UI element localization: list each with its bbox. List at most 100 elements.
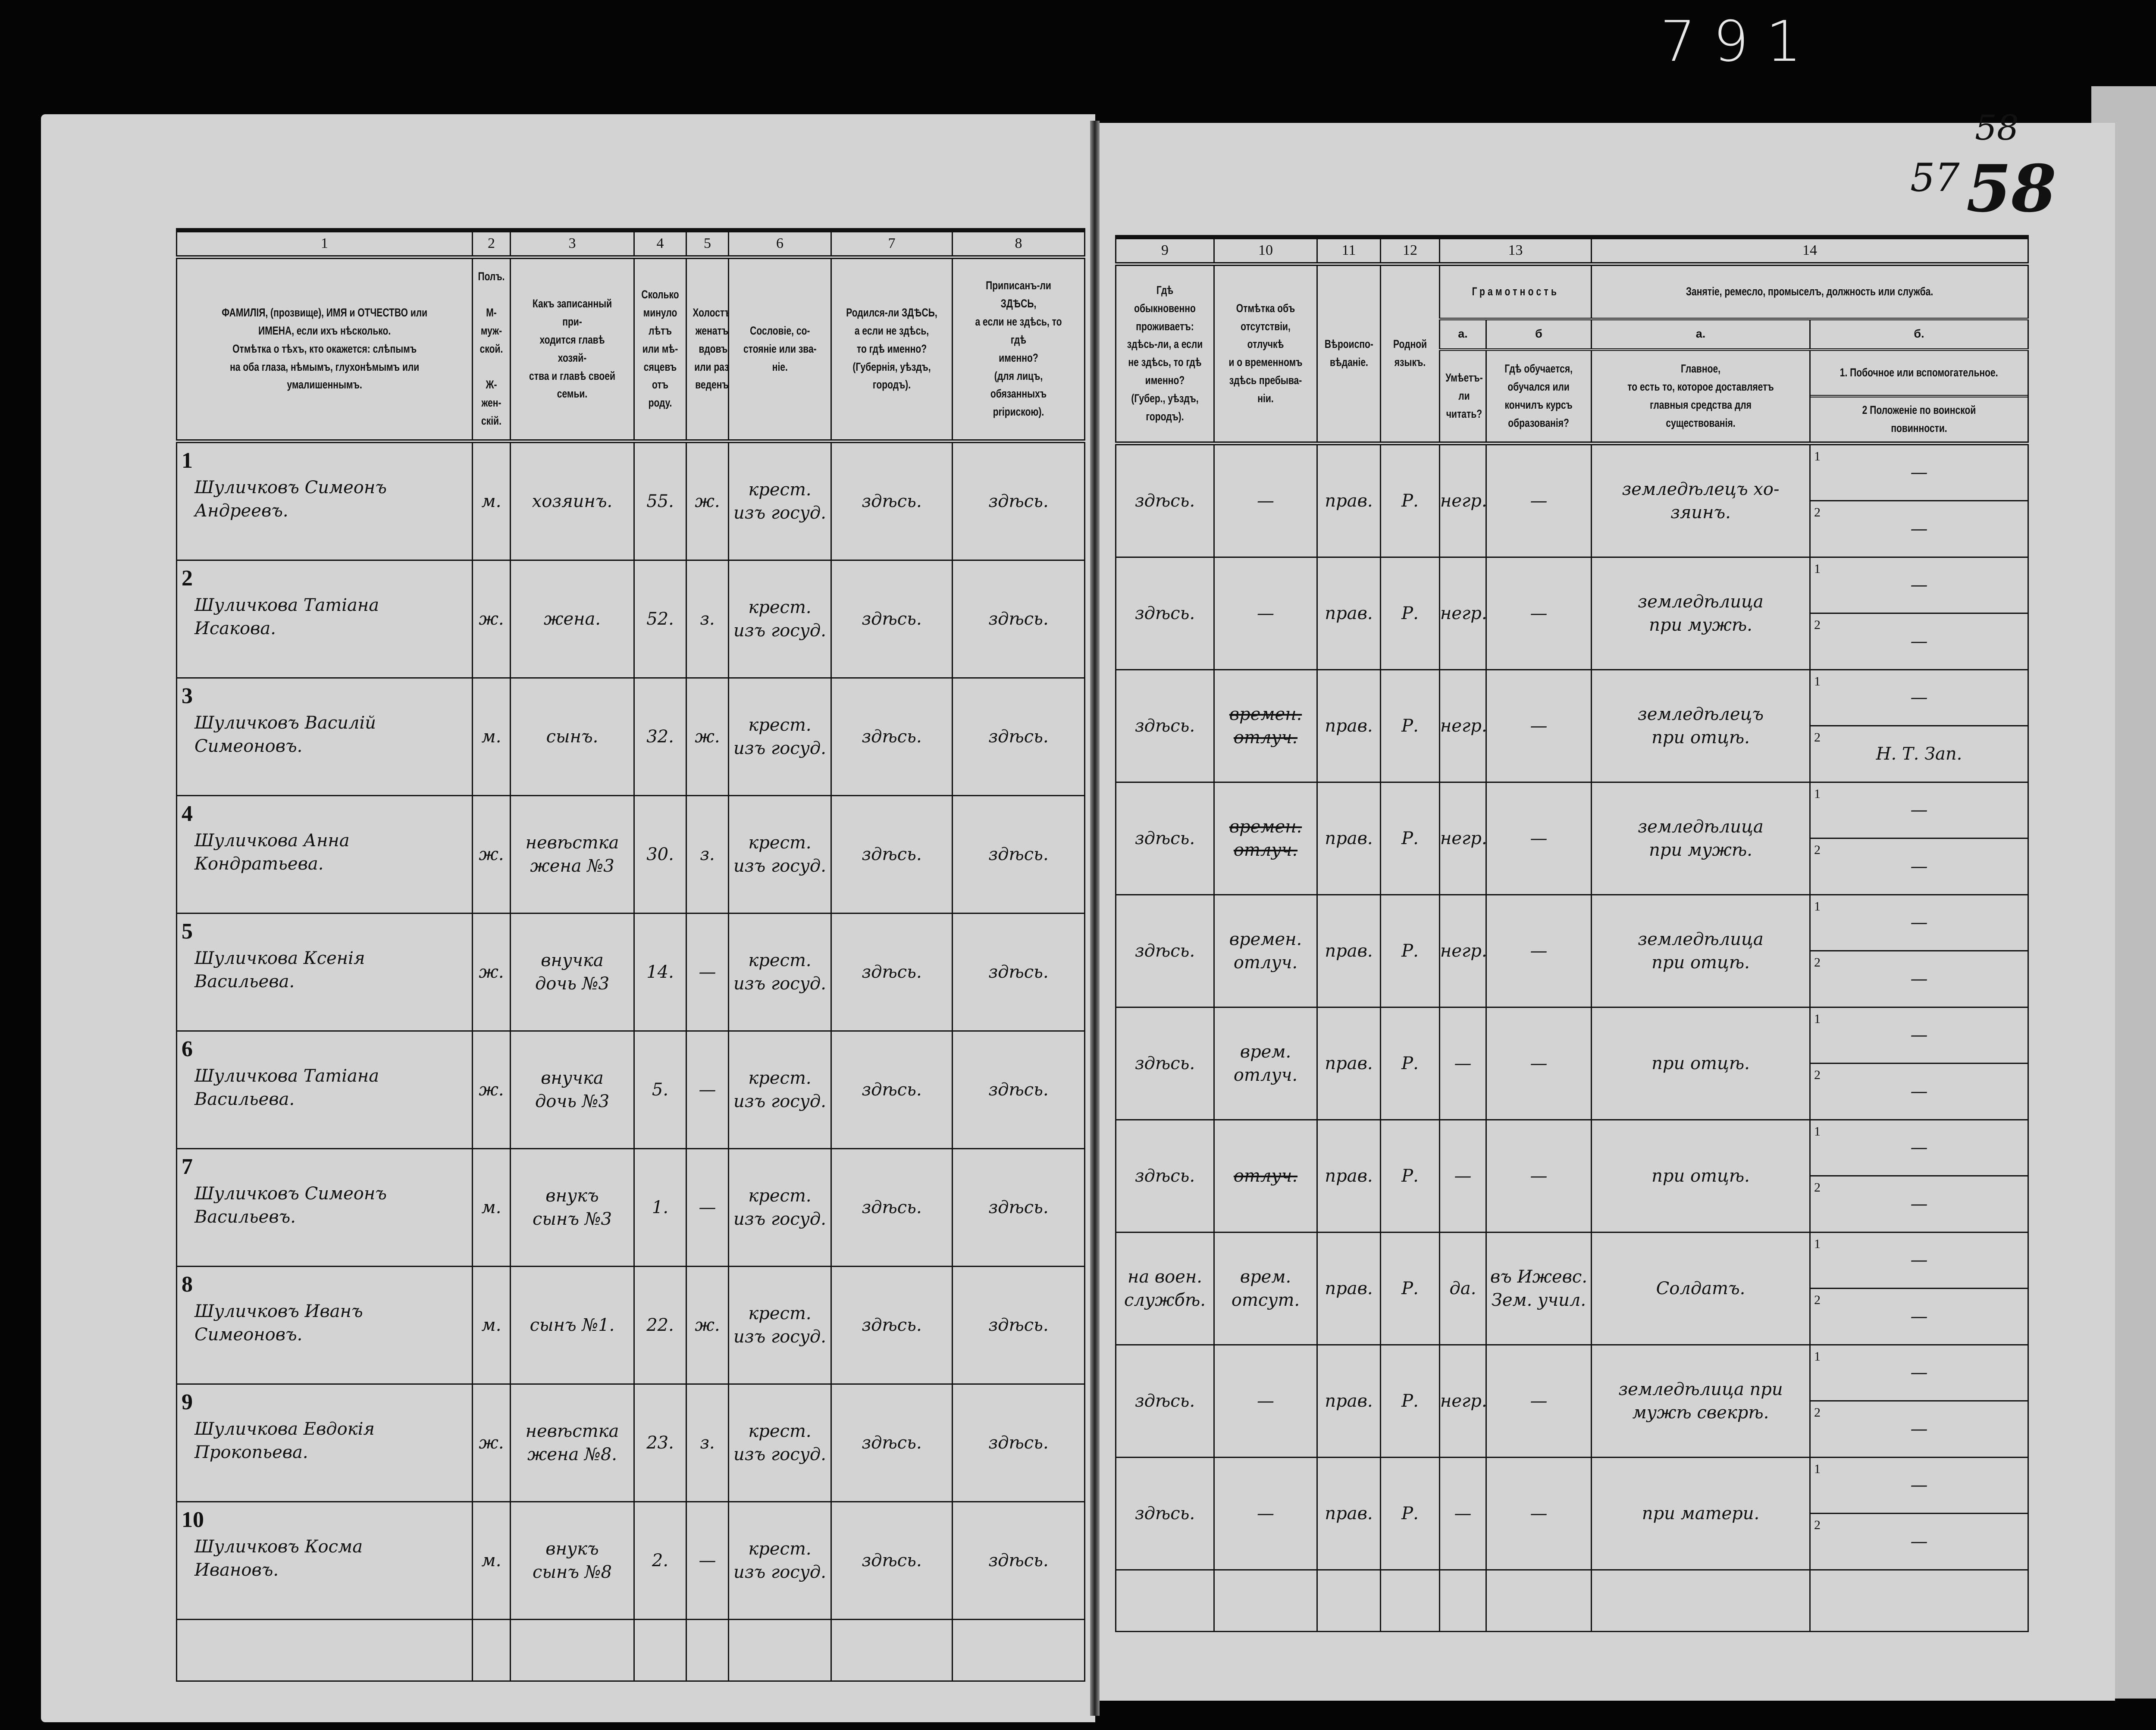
sub-label: 2	[1814, 1180, 1821, 1195]
cell-marital: —	[686, 1148, 729, 1267]
header-14a-label: а.	[1591, 318, 1811, 351]
cell-religion: прав.	[1316, 894, 1381, 1008]
sub-cell-military: 2—	[1811, 839, 2027, 893]
blank-cell	[1439, 1569, 1487, 1632]
header-birthplace: Родился-ли ЗДѢСЬ, а если не здѣсь, то гд…	[830, 256, 953, 443]
cell-age: 32.	[633, 677, 687, 796]
cell-name: 8 Шуличковъ Иванъ Симеоновъ.	[176, 1265, 473, 1385]
cell-born: здѣсь.	[830, 795, 953, 914]
sub-label: 1	[1814, 1349, 1821, 1364]
cell-occupation: земледѣлица при отцѣ.	[1591, 894, 1811, 1008]
header-can-read: Умѣетъ- ли читать?	[1439, 349, 1487, 445]
cell-language: Р.	[1380, 894, 1440, 1008]
cell-name: 6 Шуличкова Татіана Васильева.	[176, 1030, 473, 1149]
sub-cell-military: 2—	[1811, 501, 2027, 556]
col-num-13: 13	[1439, 236, 1592, 266]
table-row: 7 Шуличковъ Симеонъ Васильевъ. м. внукъ сын…	[176, 1148, 1085, 1267]
cell-resides: здѣсь.	[1115, 894, 1215, 1008]
col-num-14: 14	[1591, 236, 2029, 266]
cell-estate: крест. изъ госуд.	[728, 440, 832, 561]
cell-occupation: при отцѣ.	[1591, 1119, 1811, 1233]
table-row: 10 Шуличковъ Косма Ивановъ. м. внукъ сынъ №…	[176, 1501, 1085, 1620]
col-num-8: 8	[952, 229, 1085, 259]
header-estate: Сословіе, со- стояніе или зва- ніе.	[728, 256, 832, 443]
header-religion: Вѣроиспо- вѣданіе.	[1316, 263, 1381, 445]
blank-cell	[728, 1618, 832, 1682]
header-marital: Холостъ, женатъ, вдовъ или раз- веденъ.	[686, 256, 729, 443]
table-row: здѣсь. — прав. Р. негр. — земледѣлица при мужѣ…	[1115, 556, 2029, 670]
cell-sex: м.	[472, 677, 511, 796]
blank-cell	[472, 1618, 511, 1682]
cell-school: —	[1485, 1006, 1592, 1120]
cell-relation: невѣстка жена №3	[510, 795, 635, 914]
cell-side-occupation-military: 1—2—	[1809, 1006, 2029, 1120]
table-row: здѣсь. — прав. Р. негр. — земледѣлецъ хо- зяин…	[1115, 442, 2029, 558]
sub-cell-military: 2—	[1811, 1176, 2027, 1231]
header-relation: Какъ записанный при- ходится главѣ хозяй…	[510, 256, 635, 443]
sub-value-side: —	[1910, 575, 1928, 595]
sub-value-side: —	[1910, 1363, 1928, 1383]
table-row: 6 Шуличкова Татіана Васильева. ж. внучка до…	[176, 1030, 1085, 1149]
header-school: Гдѣ обучается, обучался или кончилъ курс…	[1485, 349, 1592, 445]
header-sex-text: Полъ. М-муж- ской. Ж-жен- скій.	[478, 270, 505, 428]
cell-resides: здѣсь.	[1115, 556, 1215, 670]
header-estate-text: Сословіе, со- стояніе или зва- ніе.	[743, 324, 817, 373]
person-name: Шуличкова Анна Кондратьева.	[194, 830, 350, 874]
cell-age: 22.	[633, 1265, 687, 1385]
cell-relation: внукъ сынъ №8	[510, 1501, 635, 1620]
header-registration-text: Приписанъ-ли ЗДѢСЬ, а если не здѣсь, то …	[975, 279, 1062, 419]
cell-born: здѣсь.	[830, 440, 953, 561]
sub-cell-side: 1—	[1811, 558, 2027, 614]
cell-born: здѣсь.	[830, 1030, 953, 1149]
header-literacy: Грамотность	[1439, 263, 1592, 320]
cell-name: 3 Шуличковъ Василій Симеоновъ.	[176, 677, 473, 796]
cell-side-occupation-military: 1—2—	[1809, 556, 2029, 670]
cell-absence: времен. отлуч.	[1213, 894, 1318, 1008]
col-num-7: 7	[830, 229, 953, 259]
sub-cell-side: 1—	[1811, 1458, 2027, 1514]
cell-side-occupation-military: 1—2—	[1809, 442, 2029, 558]
cell-resides: здѣсь.	[1115, 1344, 1215, 1458]
col-num-12: 12	[1380, 236, 1440, 266]
sub-cell-side: 1—	[1811, 671, 2027, 727]
cell-occupation: земледѣлица при мужѣ.	[1591, 781, 1811, 895]
table-row: 8 Шуличковъ Иванъ Симеоновъ. м. сынъ №1. 22.…	[176, 1265, 1085, 1385]
cell-resides: здѣсь.	[1115, 781, 1215, 895]
cell-age: 1.	[633, 1148, 687, 1267]
cell-absence: врем. отлуч.	[1213, 1006, 1318, 1120]
cell-age: 5.	[633, 1030, 687, 1149]
row-number: 8	[182, 1272, 193, 1297]
header-name: ФАМИЛІЯ, (прозвище), ИМЯ и ОТЧЕСТВО или …	[176, 256, 473, 443]
cell-literate: негр.	[1439, 669, 1487, 783]
cell-sex: ж.	[472, 559, 511, 679]
cell-name: 4 Шуличкова Анна Кондратьева.	[176, 795, 473, 914]
cell-religion: прав.	[1316, 442, 1381, 558]
sub-value-side: —	[1910, 688, 1928, 708]
header-relation-text: Какъ записанный при- ходится главѣ хозяй…	[529, 297, 615, 400]
col-num-10: 10	[1213, 236, 1318, 266]
cell-absence: отлуч.	[1213, 1119, 1318, 1233]
blank-cell	[1316, 1569, 1381, 1632]
sub-cell-military: 2—	[1811, 1402, 2027, 1456]
cell-religion: прав.	[1316, 1231, 1381, 1345]
header-birthplace-text: Родился-ли ЗДѢСЬ, а если не здѣсь, то гд…	[846, 306, 937, 391]
sub-value-side: —	[1910, 1138, 1928, 1158]
cell-resides: здѣсь.	[1115, 1119, 1215, 1233]
cell-sex: ж.	[472, 1030, 511, 1149]
cell-language: Р.	[1380, 1119, 1440, 1233]
header-13b-label: б	[1485, 318, 1592, 351]
cell-occupation: земледѣлецъ при отцѣ.	[1591, 669, 1811, 783]
sub-value-side: —	[1910, 913, 1928, 933]
person-name: Шуличковъ Василій Симеоновъ.	[194, 713, 376, 756]
row-number: 4	[182, 801, 193, 826]
col-num-5: 5	[686, 229, 729, 259]
col-num-6: 6	[728, 229, 832, 259]
cell-religion: прав.	[1316, 669, 1381, 783]
cell-resides: здѣсь.	[1115, 442, 1215, 558]
sub-cells: 1—2—	[1811, 1008, 2027, 1118]
blank-row	[1115, 1569, 2029, 1632]
header-text-row: ФАМИЛІЯ, (прозвище), ИМЯ и ОТЧЕСТВО или …	[176, 256, 1085, 443]
cell-language: Р.	[1380, 1344, 1440, 1458]
cell-side-occupation-military: 1—2—	[1809, 781, 2029, 895]
cell-estate: крест. изъ госуд.	[728, 1148, 832, 1267]
